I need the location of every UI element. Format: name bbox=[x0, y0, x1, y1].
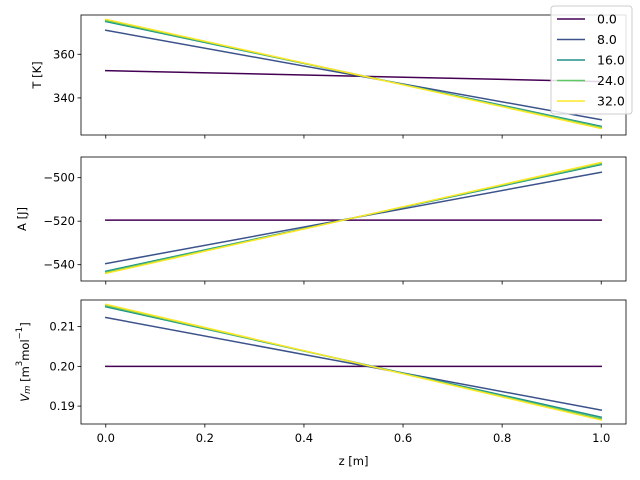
molar-volume-y-ticks: 0.19 0.20 0.21 bbox=[49, 320, 81, 413]
legend-items: 0.0 8.0 16.0 24.0 32.0 bbox=[557, 12, 625, 109]
legend: 0.0 8.0 16.0 24.0 32.0 bbox=[550, 5, 633, 115]
legend-label: 32.0 bbox=[597, 94, 625, 109]
energy-series-32-0-line bbox=[104, 161, 603, 275]
molar-volume-panel: 0.19 0.20 0.21 0.0 0.2 0.4 0.6 0.8 1.0 Vm [m3mo… bbox=[15, 299, 627, 468]
temperature-series-8-0-line bbox=[104, 29, 603, 121]
temperature-y-ticks: 340 360 bbox=[53, 47, 81, 105]
molar-volume-series-lines bbox=[104, 303, 603, 421]
molar-volume-series-32-0-line bbox=[104, 303, 603, 421]
energy-panel: −540 −520 −500 A [J] bbox=[15, 156, 627, 285]
x-tick-label: 0.0 bbox=[97, 431, 115, 445]
energy-axes-frame bbox=[80, 156, 627, 282]
temperature-panel: 340 360 T [K] bbox=[30, 14, 627, 139]
molar-volume-y-tick-label: 0.19 bbox=[49, 399, 75, 413]
x-tick-label: 0.6 bbox=[394, 431, 412, 445]
energy-y-tick-label: −540 bbox=[43, 258, 75, 272]
molar-volume-y-tick-label: 0.20 bbox=[49, 359, 75, 373]
energy-y-ticks: −540 −520 −500 bbox=[43, 171, 81, 272]
legend-label: 16.0 bbox=[597, 53, 625, 68]
temperature-y-label: T [K] bbox=[30, 61, 44, 89]
energy-y-label: A [J] bbox=[15, 207, 29, 231]
legend-box bbox=[550, 5, 633, 115]
x-tick-label: 0.2 bbox=[196, 431, 214, 445]
z-axis-label: z [m] bbox=[339, 454, 369, 468]
temperature-x-ticks bbox=[105, 135, 602, 139]
molar-volume-y-label: Vm [m3mol−1] bbox=[15, 322, 33, 401]
molar-volume-series-8-0-line bbox=[104, 316, 603, 411]
x-tick-label: 0.4 bbox=[295, 431, 313, 445]
energy-series-lines bbox=[104, 161, 603, 275]
molar-volume-x-ticks: 0.0 0.2 0.4 0.6 0.8 1.0 bbox=[97, 424, 610, 445]
legend-label: 24.0 bbox=[597, 73, 625, 88]
legend-label: 0.0 bbox=[597, 12, 617, 27]
molar-volume-axes-frame bbox=[80, 299, 627, 425]
temperature-y-tick-label: 360 bbox=[53, 47, 75, 61]
molar-volume-y-tick-label: 0.21 bbox=[49, 320, 75, 334]
legend-label: 8.0 bbox=[597, 32, 617, 47]
x-tick-label: 1.0 bbox=[592, 431, 610, 445]
temperature-series-0-0-line bbox=[105, 69, 602, 83]
temperature-series-lines bbox=[104, 18, 603, 130]
energy-y-tick-label: −500 bbox=[43, 171, 75, 185]
energy-y-tick-label: −520 bbox=[43, 214, 75, 228]
x-tick-label: 0.8 bbox=[493, 431, 511, 445]
energy-x-ticks bbox=[105, 281, 602, 285]
temperature-series-32-0-line bbox=[104, 18, 603, 130]
temperature-y-tick-label: 340 bbox=[53, 91, 75, 105]
